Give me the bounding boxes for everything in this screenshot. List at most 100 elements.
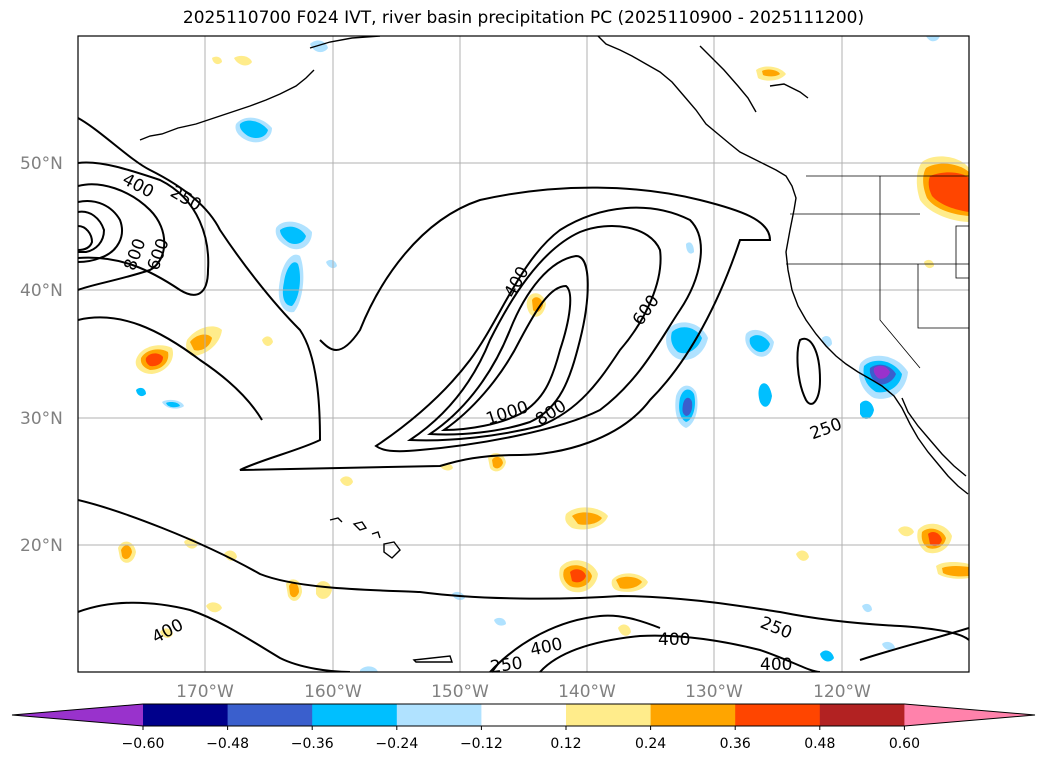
contour-250-east xyxy=(796,337,822,405)
precip-patch xyxy=(762,69,780,77)
colorbar-tick-label: −0.12 xyxy=(460,736,503,752)
colorbar-segment xyxy=(904,704,1035,726)
colorbar-tick-label: −0.48 xyxy=(206,736,249,752)
lon-label: 120°W xyxy=(813,682,871,702)
colorbar-segment xyxy=(12,704,143,726)
precip-patch xyxy=(282,262,300,306)
precip-patch xyxy=(796,550,809,561)
precip-patch xyxy=(926,36,940,42)
colorbar-segment xyxy=(312,704,398,726)
contour-250-s3 xyxy=(489,614,661,672)
longitude-labels: 170°W 160°W 150°W 140°W 130°W 120°W xyxy=(176,682,871,702)
precipitation-patches xyxy=(118,36,969,672)
precip-patch xyxy=(749,335,770,352)
contour-1000-ar xyxy=(440,284,572,432)
colorbar-tick-label: 0.48 xyxy=(804,736,835,752)
contour-600-ar xyxy=(406,225,662,442)
ivt-contours xyxy=(78,117,969,672)
contour-w-inner xyxy=(78,225,94,251)
contour-label: 600 xyxy=(629,291,664,329)
colorbar-segment xyxy=(650,704,736,726)
precip-patch xyxy=(671,327,702,354)
coastline xyxy=(309,36,381,49)
colorbar-tick-label: −0.24 xyxy=(375,736,418,752)
coastline xyxy=(769,83,809,99)
precip-patch xyxy=(882,641,895,651)
colorbar: −0.60 −0.48 −0.36 −0.24 −0.12 0.12 0.24 0.36 0.4… xyxy=(11,703,1036,752)
contour-400-ar xyxy=(374,206,702,453)
precip-patch xyxy=(280,226,306,244)
border-line xyxy=(879,264,921,369)
precip-patch xyxy=(616,576,642,589)
contour-label: 250 xyxy=(757,613,795,644)
coastline xyxy=(383,541,401,559)
precip-patch xyxy=(326,259,337,269)
precip-patch xyxy=(928,532,942,547)
lat-label: 50°N xyxy=(20,154,63,174)
contour-600-west xyxy=(78,200,123,263)
precip-patch xyxy=(862,603,872,613)
coastline xyxy=(352,521,368,531)
precip-patch xyxy=(234,55,252,66)
gridlines xyxy=(78,36,969,672)
contour-label: 400 xyxy=(119,170,157,203)
lat-label: 30°N xyxy=(20,409,63,429)
border-line xyxy=(917,264,969,329)
precip-patch xyxy=(898,526,914,537)
contour-label: 600 xyxy=(144,236,174,273)
contour-label-group: 400 250 800 600 400 600 1000 800 250 400… xyxy=(119,170,845,678)
precip-patch xyxy=(873,365,890,379)
coastlines xyxy=(139,36,969,663)
colorbar-tick-label: 0.24 xyxy=(635,736,666,752)
coastline xyxy=(785,209,969,495)
lon-label: 150°W xyxy=(431,682,489,702)
contour-label: 400 xyxy=(760,655,792,675)
coastline xyxy=(597,36,797,211)
lon-label: 170°W xyxy=(176,682,234,702)
precip-patch xyxy=(190,334,212,351)
contour-800-ar xyxy=(426,254,589,436)
contour-250-north xyxy=(78,117,772,471)
lon-label: 130°W xyxy=(685,682,743,702)
colorbar-segment xyxy=(819,704,905,726)
contour-250-south xyxy=(78,499,969,641)
border-line xyxy=(955,225,969,279)
lon-label: 160°W xyxy=(304,682,362,702)
precip-patch xyxy=(686,242,694,254)
precip-patch xyxy=(360,666,378,672)
contour-250-se xyxy=(859,627,969,661)
precip-patch xyxy=(239,120,268,138)
colorbar-tick-label: −0.36 xyxy=(291,736,334,752)
precip-patch xyxy=(822,336,832,347)
precip-patch xyxy=(820,650,834,662)
lat-label: 20°N xyxy=(20,536,63,556)
coastline xyxy=(329,517,343,523)
precip-patch xyxy=(166,402,180,408)
precip-patch xyxy=(494,617,506,626)
precip-patch xyxy=(160,628,173,638)
precip-patch xyxy=(492,456,503,469)
colorbar-tick-label: −0.60 xyxy=(122,736,165,752)
precip-patch xyxy=(310,40,328,53)
precip-patch xyxy=(942,566,969,577)
colorbar-tick-label: 0.60 xyxy=(889,736,920,752)
precip-patch xyxy=(289,582,299,598)
precip-patch xyxy=(212,56,222,65)
contour-400-s2 xyxy=(539,634,821,672)
map-title: 2025110700 F024 IVT, river basin precipi… xyxy=(182,8,865,28)
contour-label: 800 xyxy=(532,396,570,430)
precip-patch xyxy=(145,353,163,367)
colorbar-segment xyxy=(566,704,652,726)
precip-patch xyxy=(262,336,273,346)
colorbar-segment xyxy=(227,704,313,726)
contour-400-south xyxy=(78,601,351,672)
colorbar-segment xyxy=(481,704,567,726)
precip-patch xyxy=(758,383,772,407)
coastline xyxy=(699,45,757,113)
colorbar-tick-label: 0.36 xyxy=(720,736,751,752)
colorbar-tick-label: 0.12 xyxy=(550,736,581,752)
coastline xyxy=(412,655,453,663)
state-borders xyxy=(786,175,969,369)
precip-patch xyxy=(618,624,631,636)
contour-250-west-south xyxy=(78,316,263,421)
